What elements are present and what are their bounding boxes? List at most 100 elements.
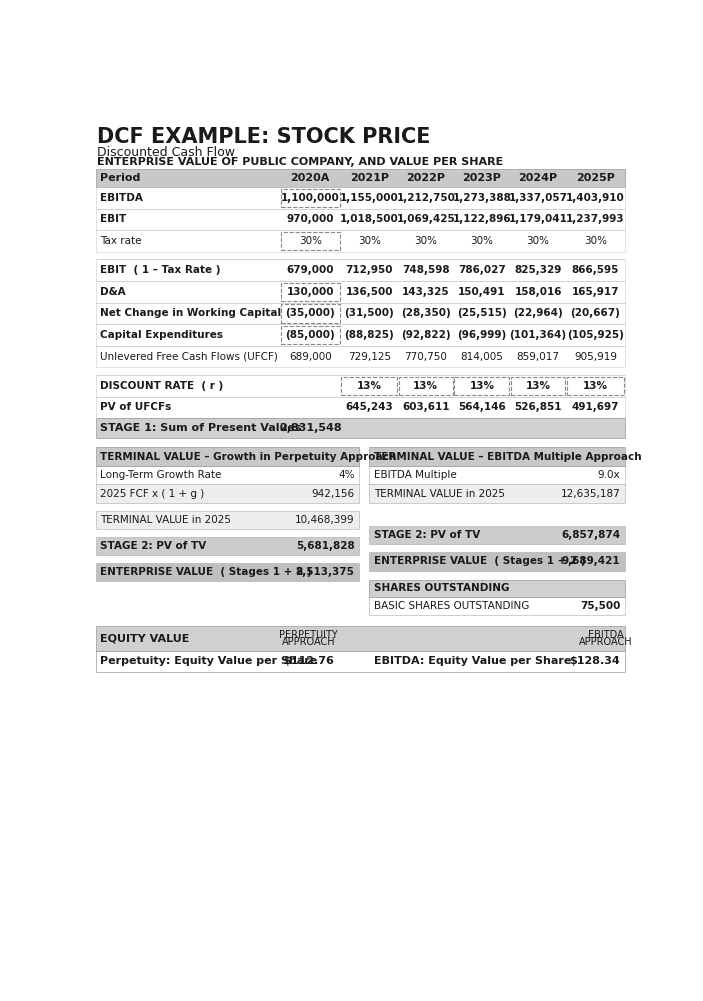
Text: 4%: 4% [338, 470, 354, 480]
Bar [96, 230, 625, 252]
Text: 866,595: 866,595 [572, 265, 619, 275]
Text: 2024P: 2024P [519, 173, 557, 183]
Text: 564,146: 564,146 [458, 402, 506, 412]
Text: 30%: 30% [299, 236, 322, 246]
Text: 75,500: 75,500 [580, 601, 620, 611]
Bar [96, 465, 359, 484]
Bar [96, 208, 625, 230]
Text: (22,964): (22,964) [513, 308, 563, 318]
Text: (92,822): (92,822) [401, 330, 451, 340]
Text: 13%: 13% [470, 380, 494, 390]
Bar [369, 447, 625, 465]
Text: 825,329: 825,329 [515, 265, 562, 275]
Text: EBITDA Multiple: EBITDA Multiple [374, 470, 457, 480]
Text: 30%: 30% [527, 236, 550, 246]
Bar [369, 580, 625, 597]
Text: (96,999): (96,999) [458, 330, 507, 340]
Text: (105,925): (105,925) [567, 330, 624, 340]
Text: (88,825): (88,825) [344, 330, 394, 340]
Text: 1,179,041: 1,179,041 [509, 214, 567, 224]
Text: 2021P: 2021P [349, 173, 389, 183]
Bar [96, 651, 625, 673]
Text: 2022P: 2022P [406, 173, 445, 183]
Bar [369, 484, 625, 503]
Text: SHARES OUTSTANDING: SHARES OUTSTANDING [374, 584, 510, 594]
Bar [96, 563, 359, 582]
Text: 136,500: 136,500 [345, 287, 393, 297]
Bar [96, 447, 359, 465]
Text: Long-Term Growth Rate: Long-Term Growth Rate [101, 470, 221, 480]
Text: ENTERPRISE VALUE  ( Stages 1 + 2 ): ENTERPRISE VALUE ( Stages 1 + 2 ) [374, 557, 586, 567]
Bar [369, 553, 625, 571]
Text: Capital Expenditures: Capital Expenditures [101, 330, 224, 340]
Text: ENTERPRISE VALUE OF PUBLIC COMPANY, AND VALUE PER SHARE: ENTERPRISE VALUE OF PUBLIC COMPANY, AND … [97, 157, 503, 167]
Text: 1,100,000: 1,100,000 [281, 193, 340, 203]
Bar [281, 325, 340, 344]
Text: (85,000): (85,000) [285, 330, 335, 340]
Text: DCF EXAMPLE: STOCK PRICE: DCF EXAMPLE: STOCK PRICE [97, 127, 431, 147]
Text: $112.76: $112.76 [283, 657, 334, 667]
Bar [96, 396, 625, 418]
Text: 1,069,425: 1,069,425 [396, 214, 455, 224]
Text: STAGE 1: Sum of Present Values: STAGE 1: Sum of Present Values [101, 423, 302, 433]
Text: EBIT: EBIT [101, 214, 127, 224]
Text: 13%: 13% [526, 380, 550, 390]
Bar [369, 597, 625, 616]
Text: 30%: 30% [584, 236, 607, 246]
Bar [399, 376, 453, 395]
Text: Period: Period [101, 173, 141, 183]
Text: (35,000): (35,000) [285, 308, 335, 318]
Text: STAGE 2: PV of TV: STAGE 2: PV of TV [101, 541, 207, 551]
Text: EBITDA: Equity Value per Share: EBITDA: Equity Value per Share [374, 657, 572, 667]
Bar [96, 302, 625, 324]
Text: EBITDA: EBITDA [588, 630, 624, 640]
Bar [96, 418, 625, 438]
Bar [96, 168, 625, 187]
Bar [567, 376, 624, 395]
Text: 9,689,421: 9,689,421 [562, 557, 620, 567]
Text: 2,831,548: 2,831,548 [279, 423, 342, 433]
Text: PV of UFCFs: PV of UFCFs [101, 402, 172, 412]
Text: (20,667): (20,667) [571, 308, 621, 318]
Text: 165,917: 165,917 [572, 287, 619, 297]
Text: PERPETUITY: PERPETUITY [279, 630, 338, 640]
Text: 8,513,375: 8,513,375 [295, 568, 354, 578]
Bar [281, 304, 340, 322]
Text: 679,000: 679,000 [287, 265, 334, 275]
Text: 6,857,874: 6,857,874 [561, 531, 620, 541]
Text: Net Change in Working Capital: Net Change in Working Capital [101, 308, 281, 318]
Text: Discounted Cash Flow: Discounted Cash Flow [97, 146, 236, 159]
Text: 1,237,993: 1,237,993 [566, 214, 625, 224]
Bar [281, 188, 340, 207]
Text: 712,950: 712,950 [345, 265, 393, 275]
Text: 645,243: 645,243 [345, 402, 393, 412]
Text: 130,000: 130,000 [287, 287, 334, 297]
Text: EBITDA: EBITDA [101, 193, 143, 203]
Text: APPROACH: APPROACH [579, 637, 633, 647]
Text: 150,491: 150,491 [458, 287, 505, 297]
Text: 30%: 30% [414, 236, 437, 246]
Text: EBIT  ( 1 – Tax Rate ): EBIT ( 1 – Tax Rate ) [101, 265, 221, 275]
Text: 1,403,910: 1,403,910 [566, 193, 625, 203]
Text: 12,635,187: 12,635,187 [560, 488, 620, 498]
Bar [341, 376, 397, 395]
Text: 2020A: 2020A [290, 173, 330, 183]
Text: 770,750: 770,750 [404, 351, 447, 361]
Bar [454, 376, 510, 395]
Bar [96, 345, 625, 367]
Text: 1,273,388: 1,273,388 [453, 193, 511, 203]
Text: TERMINAL VALUE in 2025: TERMINAL VALUE in 2025 [374, 488, 505, 498]
Bar [281, 282, 340, 301]
Text: 1,337,057: 1,337,057 [509, 193, 567, 203]
Text: (101,364): (101,364) [510, 330, 567, 340]
Bar [96, 511, 359, 529]
Text: TERMINAL VALUE in 2025: TERMINAL VALUE in 2025 [101, 515, 231, 525]
Text: 30%: 30% [358, 236, 381, 246]
Text: 9.0x: 9.0x [598, 470, 620, 480]
Text: 2023P: 2023P [463, 173, 501, 183]
Text: 158,016: 158,016 [515, 287, 562, 297]
Text: 859,017: 859,017 [517, 351, 560, 361]
Bar [96, 484, 359, 503]
Text: 814,005: 814,005 [460, 351, 503, 361]
Text: 526,851: 526,851 [515, 402, 562, 412]
